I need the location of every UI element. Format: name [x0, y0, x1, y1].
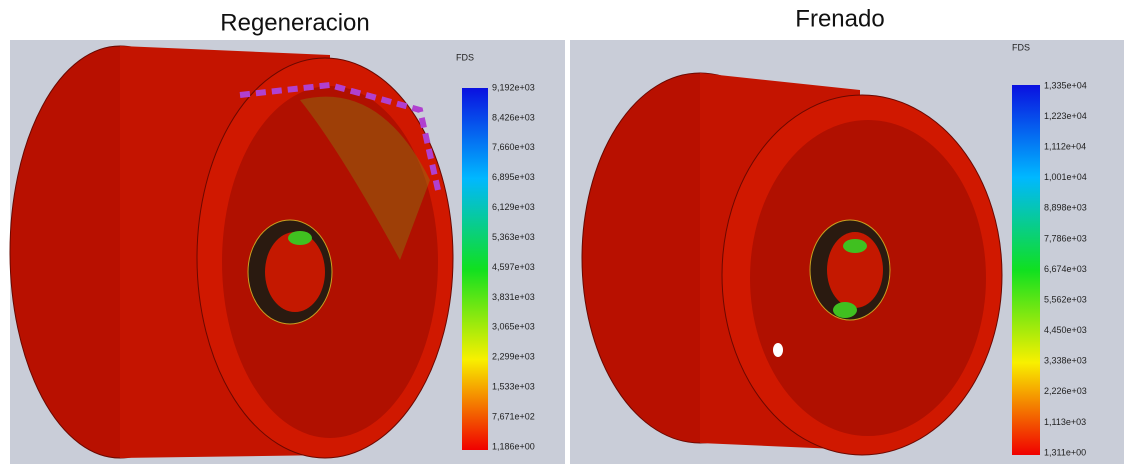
tick-label: 7,671e+02: [492, 411, 535, 421]
tick-label: 1,113e+03: [1044, 417, 1086, 427]
tick-label: 3,338e+03: [1044, 356, 1087, 366]
tick-label: 5,562e+03: [1044, 294, 1087, 304]
tick-label: 8,426e+03: [492, 112, 535, 122]
tick-label: 6,895e+03: [492, 172, 535, 182]
tick-label: 3,065e+03: [492, 322, 535, 332]
tick-label: 1,311e+00: [1044, 447, 1086, 457]
tick-label: 9,192e+03: [492, 82, 535, 92]
stress-spot: [288, 231, 312, 245]
tick-label: 4,597e+03: [492, 262, 535, 272]
legend-title: FDS: [1012, 42, 1030, 52]
tick-label: 6,129e+03: [492, 202, 535, 212]
tick-label: 5,363e+03: [492, 232, 535, 242]
tick-label: 2,299e+03: [492, 352, 535, 362]
tick-label: 7,786e+03: [1044, 233, 1087, 243]
tick-label: 7,660e+03: [492, 142, 535, 152]
color-bar: [462, 88, 488, 450]
panel-right: FDS 1,335e+04 1,223e+04 1,112e+04 1,001e+04…: [570, 40, 1124, 464]
tick-label: 1,223e+04: [1044, 111, 1087, 121]
stress-spot: [843, 239, 867, 253]
tick-label: 3,831e+03: [492, 292, 535, 302]
figure: Regeneracion Frenado FDS 9,192e+03 8,426e…: [0, 0, 1124, 464]
tick-label: 1,001e+04: [1044, 172, 1087, 182]
tick-label: 1,112e+04: [1044, 142, 1086, 152]
stress-spot: [833, 302, 857, 318]
tick-label: 8,898e+03: [1044, 203, 1087, 213]
tick-label: 1,533e+03: [492, 382, 535, 392]
tick-label: 6,674e+03: [1044, 264, 1087, 274]
legend-title: FDS: [456, 52, 474, 62]
tick-label: 1,186e+00: [492, 441, 535, 451]
tick-label: 4,450e+03: [1044, 325, 1087, 335]
tick-label: 2,226e+03: [1044, 386, 1087, 396]
color-bar: [1012, 85, 1040, 455]
panel-title: Frenado: [795, 5, 884, 32]
panel-title: Regeneracion: [220, 9, 369, 36]
hole: [773, 343, 783, 357]
panel-left: FDS 9,192e+03 8,426e+03 7,660e+03 6,895e+03…: [10, 40, 565, 464]
tick-label: 1,335e+04: [1044, 80, 1087, 90]
